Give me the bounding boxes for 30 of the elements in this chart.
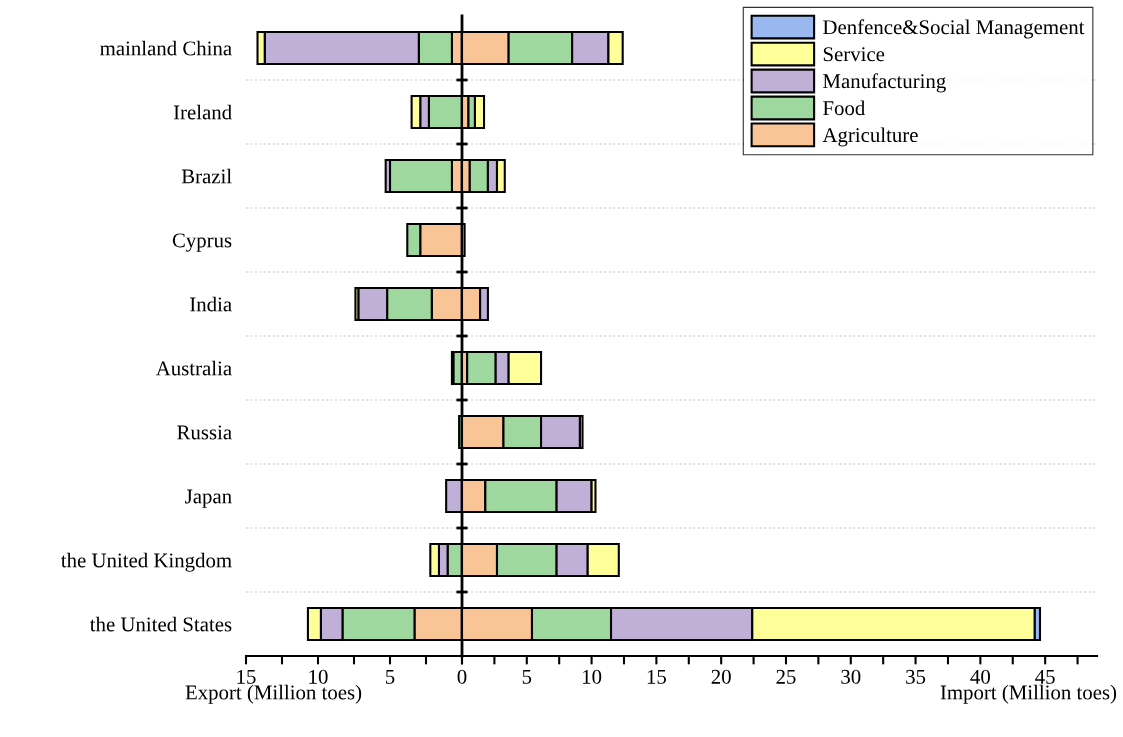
x-axis-title: Import (Million toes) [940, 684, 1117, 704]
x-tick-label: 10 [583, 669, 602, 684]
y-tick-label: Cyprus [172, 233, 232, 252]
y-tick-label: the United Kingdom [61, 552, 232, 572]
x-tick-label: 5 [386, 670, 395, 684]
legend-label: Food [823, 100, 866, 116]
x-tick-label: 0 [457, 669, 467, 684]
legend-label: Denfence&Social Management [823, 19, 1085, 39]
x-tick-label: 40 [970, 669, 990, 684]
legend-label: Service [823, 47, 885, 62]
x-tick-label: 15 [647, 669, 666, 684]
y-tick-label: Russia [177, 425, 232, 440]
legend-label: Manufacturing [823, 73, 946, 93]
y-tick-label: Ireland [173, 104, 232, 120]
x-tick-label: 20 [711, 669, 731, 684]
y-tick-label: Japan [185, 489, 232, 508]
x-tick-label: 5 [522, 670, 532, 684]
x-tick-label: 45 [1035, 669, 1055, 684]
x-tick-label: 30 [841, 669, 861, 684]
y-tick-label: India [190, 296, 232, 312]
x-tick-label: 15 [237, 669, 256, 684]
y-tick-label: Brazil [181, 168, 232, 184]
x-tick-label: 25 [776, 669, 796, 684]
y-tick-label: Australia [155, 360, 232, 376]
y-tick-label: the United States [89, 616, 232, 632]
x-tick-label: 10 [309, 669, 328, 684]
x-tick-label: 35 [906, 669, 926, 684]
legend-label: Agriculture [822, 127, 918, 147]
x-axis-title: Export (Million toes) [185, 684, 362, 704]
y-tick-label: mainland China [100, 40, 232, 56]
